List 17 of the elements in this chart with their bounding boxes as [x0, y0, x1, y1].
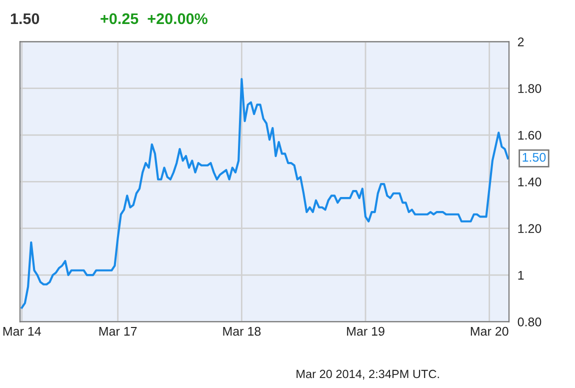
text: Mar 20 2014, 2:34PM UTC.: [296, 370, 439, 380]
x-tick-label: Mar 19: [347, 326, 384, 336]
x-tick-label: Mar 20: [470, 326, 508, 336]
y-tick-label: 1: [518, 270, 524, 280]
text: 1.50: [10, 13, 40, 24]
x-tick-label: Mar 17: [99, 327, 137, 336]
y-tick-label: 1.40: [518, 178, 542, 186]
chart-subtitle: +0.25 +20.00%: [100, 13, 208, 24]
y-tick-label: 1.20: [518, 224, 542, 234]
y-tick-label: 1.80: [518, 84, 542, 94]
y-tick-label: 0.80: [518, 318, 542, 326]
x-tick-label: Mar 18: [223, 326, 261, 336]
text: 1.50: [522, 152, 546, 162]
x-tick-label: Mar 14: [3, 327, 41, 336]
line-series: [20, 78, 509, 309]
y-tick-label: 2: [518, 38, 524, 46]
y-tick-label: 1.60: [518, 130, 542, 140]
